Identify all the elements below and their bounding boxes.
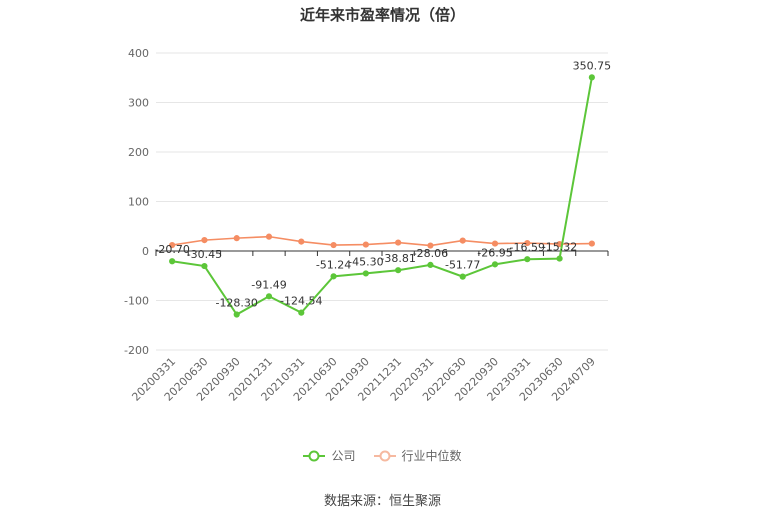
legend-company-line-icon [303, 450, 326, 461]
company-data-point[interactable] [588, 74, 595, 81]
y-tick-label: -100 [124, 295, 149, 308]
company-data-point[interactable] [395, 267, 402, 274]
series-lines [169, 74, 595, 318]
company-data-point[interactable] [459, 273, 466, 280]
company-data-point[interactable] [491, 261, 499, 268]
y-tick-label: 200 [128, 146, 149, 159]
industry-median-series-line [172, 235, 592, 247]
industry-median-data-point[interactable] [427, 242, 434, 249]
company-data-point[interactable] [362, 270, 369, 277]
data-labels: -20.70-30.45 -128.30 -91.49 -124.54 -51.24-4… [154, 59, 611, 309]
company-data-label: -124.54 [280, 295, 322, 308]
industry-median-data-point[interactable] [588, 240, 595, 247]
company-data-point[interactable] [556, 255, 563, 262]
company-data-label: -20.70 [154, 243, 189, 256]
industry-median-data-point[interactable] [362, 241, 369, 248]
legend-company-label: 公司 [331, 449, 356, 463]
company-data-label: -15.32 [542, 241, 577, 254]
industry-median-data-point[interactable] [233, 235, 240, 242]
company-series-line [171, 77, 593, 316]
company-data-point[interactable] [265, 293, 273, 300]
company-data-label: -28.06 [413, 247, 448, 260]
industry-median-data-point[interactable] [265, 233, 273, 240]
y-tick-label: 400 [128, 47, 149, 60]
company-data-point[interactable] [330, 273, 337, 280]
industry-median-data-point[interactable] [395, 239, 402, 246]
company-data-label: -51.24 [316, 258, 351, 271]
industry-median-data-point[interactable] [201, 237, 208, 244]
industry-median-data-point[interactable] [524, 239, 531, 247]
industry-median-data-point[interactable] [491, 240, 499, 247]
company-data-point[interactable] [427, 261, 434, 268]
company-data-label: -128.30 [215, 297, 257, 310]
legend-industry-label: 行业中位数 [401, 449, 462, 463]
company-data-label: -30.45 [187, 248, 222, 261]
company-data-point[interactable] [233, 311, 240, 318]
company-data-label: -16.59 [510, 241, 545, 254]
grid-lines [156, 52, 608, 351]
industry-median-data-point[interactable] [298, 238, 305, 245]
y-tick-label: -200 [124, 344, 149, 357]
legend-item-company[interactable]: 公司 [303, 447, 356, 464]
line-chart: 4003002001000-100-2002020033120200630202… [124, 47, 611, 404]
company-data-label: -45.30 [348, 255, 383, 268]
y-tick-label: 100 [128, 196, 149, 209]
company-data-label: -26.95 [477, 246, 512, 259]
industry-median-data-point[interactable] [169, 241, 176, 249]
company-data-point[interactable] [298, 309, 305, 316]
legend-industry-line-icon [373, 450, 396, 461]
legend: 公司 行业中位数 [0, 447, 765, 464]
company-data-point[interactable] [201, 262, 208, 270]
company-data-label: 350.75 [573, 59, 612, 72]
company-data-label: -38.81 [380, 252, 415, 265]
y-tick-label: 0 [142, 245, 149, 258]
chart-title: 近年来市盈率情况（倍） [299, 6, 465, 24]
company-data-label: -51.77 [445, 259, 480, 272]
industry-median-data-point[interactable] [330, 241, 337, 249]
legend-item-industry-median[interactable]: 行业中位数 [373, 447, 462, 464]
y-tick-label: 300 [128, 97, 149, 110]
company-data-point[interactable] [169, 258, 176, 265]
industry-median-data-point[interactable] [459, 237, 466, 244]
company-data-point[interactable] [524, 256, 531, 263]
data-source: 数据来源：恒生聚源 [323, 494, 441, 509]
company-data-label: -91.49 [251, 278, 286, 291]
